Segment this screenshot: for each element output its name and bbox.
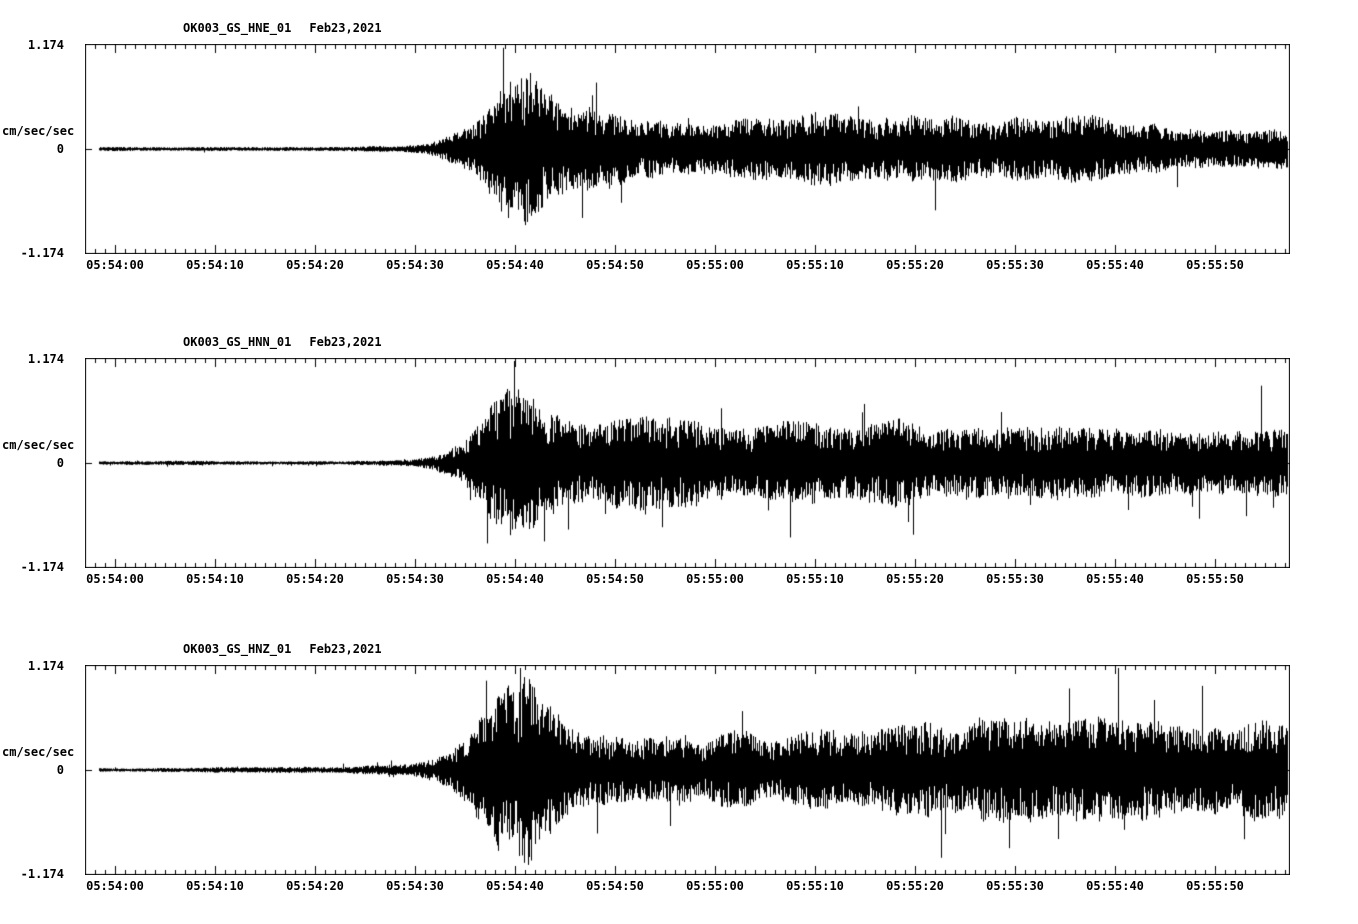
x-tick-label: 05:54:10 (186, 879, 244, 893)
x-tick-label: 05:54:30 (386, 879, 444, 893)
y-min-label: -1.174 (20, 560, 64, 574)
x-tick-label: 05:55:30 (986, 572, 1044, 586)
x-tick-label: 05:55:50 (1186, 572, 1244, 586)
seismogram-panel-hnn: OK003_GS_HNN_01 Feb23,2021 1.174 cm/sec/s… (0, 314, 1358, 614)
seismogram-panel-hne: OK003_GS_HNE_01 Feb23,2021 1.174 cm/sec/s… (0, 0, 1358, 300)
waveform-plot-hnn (85, 358, 1290, 568)
panel-title: OK003_GS_HNZ_01 Feb23,2021 (183, 642, 382, 656)
station-channel-label: OK003_GS_HNZ_01 (183, 642, 292, 656)
x-tick-label: 05:54:40 (486, 572, 544, 586)
x-tick-label: 05:55:00 (686, 879, 744, 893)
y-zero-label: 0 (56, 456, 64, 470)
station-channel-label: OK003_GS_HNN_01 (183, 335, 292, 349)
panel-title: OK003_GS_HNN_01 Feb23,2021 (183, 335, 382, 349)
x-tick-label: 05:54:30 (386, 572, 444, 586)
y-max-label: 1.174 (27, 659, 64, 673)
x-tick-label: 05:54:20 (286, 879, 344, 893)
station-channel-label: OK003_GS_HNE_01 (183, 21, 292, 35)
x-tick-label: 05:54:10 (186, 572, 244, 586)
x-axis-labels: 05:54:00 05:54:10 05:54:20 05:54:30 05:54:40… (85, 572, 1290, 588)
x-tick-label: 05:54:00 (86, 572, 144, 586)
y-zero-label: 0 (56, 763, 64, 777)
date-label: Feb23,2021 (309, 21, 382, 35)
x-tick-label: 05:54:40 (486, 879, 544, 893)
x-tick-label: 05:55:40 (1086, 879, 1144, 893)
seismogram-panel-hnz: OK003_GS_HNZ_01 Feb23,2021 1.174 cm/sec/s… (0, 621, 1358, 921)
x-tick-label: 05:54:20 (286, 258, 344, 272)
panel-title: OK003_GS_HNE_01 Feb23,2021 (183, 21, 382, 35)
y-zero-label: 0 (56, 142, 64, 156)
date-label: Feb23,2021 (309, 642, 382, 656)
x-tick-label: 05:55:50 (1186, 879, 1244, 893)
x-tick-label: 05:55:40 (1086, 572, 1144, 586)
x-axis-labels: 05:54:00 05:54:10 05:54:20 05:54:30 05:54:40… (85, 258, 1290, 274)
date-label: Feb23,2021 (309, 335, 382, 349)
x-tick-label: 05:55:40 (1086, 258, 1144, 272)
x-tick-label: 05:54:20 (286, 572, 344, 586)
x-tick-label: 05:55:30 (986, 258, 1044, 272)
y-min-label: -1.174 (20, 867, 64, 881)
x-tick-label: 05:55:10 (786, 572, 844, 586)
x-axis-labels: 05:54:00 05:54:10 05:54:20 05:54:30 05:54:40… (85, 879, 1290, 895)
y-max-label: 1.174 (27, 38, 64, 52)
x-tick-label: 05:54:40 (486, 258, 544, 272)
x-tick-label: 05:55:10 (786, 258, 844, 272)
x-tick-label: 05:55:00 (686, 572, 744, 586)
x-tick-label: 05:55:00 (686, 258, 744, 272)
waveform-plot-hne (85, 44, 1290, 254)
x-tick-label: 05:55:30 (986, 879, 1044, 893)
x-tick-label: 05:54:30 (386, 258, 444, 272)
x-tick-label: 05:55:50 (1186, 258, 1244, 272)
x-tick-label: 05:54:50 (586, 879, 644, 893)
x-tick-label: 05:54:50 (586, 258, 644, 272)
y-min-label: -1.174 (20, 246, 64, 260)
y-units-label: cm/sec/sec (2, 124, 75, 138)
x-tick-label: 05:54:00 (86, 879, 144, 893)
x-tick-label: 05:54:50 (586, 572, 644, 586)
x-tick-label: 05:55:20 (886, 258, 944, 272)
x-tick-label: 05:55:10 (786, 879, 844, 893)
y-max-label: 1.174 (27, 352, 64, 366)
x-tick-label: 05:55:20 (886, 572, 944, 586)
x-tick-label: 05:54:00 (86, 258, 144, 272)
y-units-label: cm/sec/sec (2, 745, 75, 759)
x-tick-label: 05:54:10 (186, 258, 244, 272)
x-tick-label: 05:55:20 (886, 879, 944, 893)
y-units-label: cm/sec/sec (2, 438, 75, 452)
waveform-plot-hnz (85, 665, 1290, 875)
